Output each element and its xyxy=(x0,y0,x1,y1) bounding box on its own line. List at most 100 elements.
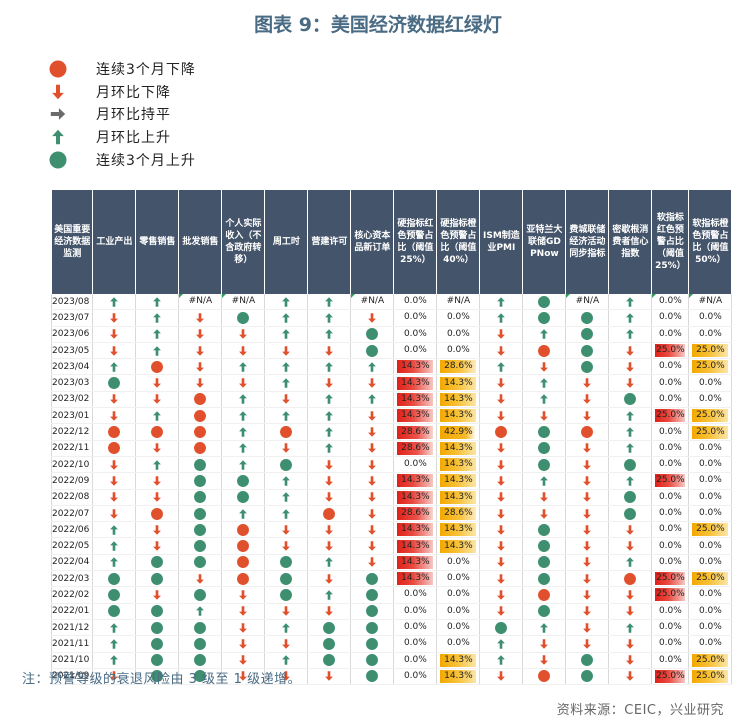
green-circle-icon xyxy=(179,539,221,554)
up-arrow-icon xyxy=(480,653,522,668)
row-date: 2023/04 xyxy=(50,358,94,376)
green-circle-icon xyxy=(222,473,264,488)
table-row: 2022/01 0.0% 0.0% 0.0% 0.0% xyxy=(50,603,733,620)
value-cell: 25.0% xyxy=(651,586,690,604)
row-date: 2022/07 xyxy=(50,505,94,523)
signal-cell xyxy=(479,407,524,425)
chart-title: 图表 9：美国经济数据红绿灯 xyxy=(254,14,502,36)
up-arrow-icon xyxy=(523,392,565,407)
green-circle-icon xyxy=(351,587,393,602)
down-arrow-icon xyxy=(136,392,178,407)
row-date: 2022/12 xyxy=(50,423,94,441)
cell-value: 14.3% xyxy=(397,376,434,390)
cell-value: 0.0% xyxy=(403,328,427,339)
down-arrow-icon xyxy=(523,506,565,521)
signal-cell xyxy=(565,603,610,620)
down-arrow-icon xyxy=(351,473,393,488)
red-circle-icon xyxy=(480,425,522,440)
signal-cell xyxy=(135,652,180,669)
down-arrow-icon xyxy=(566,571,608,586)
signal-cell xyxy=(479,342,524,360)
up-arrow-icon xyxy=(265,490,307,505)
row-date: 2023/01 xyxy=(50,407,94,425)
red-circle-icon xyxy=(136,425,178,440)
table-row: 2022/12 28.6% 42.9% 0.0% 25.0% xyxy=(50,423,733,441)
legend-label: 月环比下降 xyxy=(96,84,171,101)
cell-value: 25.0% xyxy=(692,653,729,667)
source-note: 资料来源：CEIC，兴业研究 xyxy=(556,703,724,718)
green-circle-icon xyxy=(265,587,307,602)
value-cell: 28.6% xyxy=(436,358,481,376)
cell-value: 0.0% xyxy=(698,312,722,323)
down-arrow-icon xyxy=(93,343,135,358)
up-arrow-icon xyxy=(136,327,178,342)
cell-value: 25.0% xyxy=(655,572,686,586)
signal-cell xyxy=(565,505,610,523)
up-arrow-icon xyxy=(351,392,393,407)
value-cell: #N/A xyxy=(688,294,733,311)
cell-value: 0.0% xyxy=(658,296,682,307)
down-arrow-icon xyxy=(480,490,522,505)
value-cell: 0.0% xyxy=(393,342,438,360)
down-arrow-icon xyxy=(566,555,608,570)
signal-cell xyxy=(307,407,352,425)
green-circle-icon xyxy=(566,669,608,684)
value-cell: 25.0% xyxy=(688,358,733,376)
red-circle-icon xyxy=(523,669,565,684)
column-header: 软指标橙色预警占比（阈值50%） xyxy=(688,190,733,294)
signal-cell xyxy=(522,603,567,620)
signal-cell xyxy=(350,619,395,637)
table-row: 2023/05 0.0% 0.0% 25.0% 25.0% xyxy=(50,342,733,360)
cell-value: 0.0% xyxy=(698,459,722,470)
down-arrow-icon xyxy=(222,587,264,602)
legend-item: 月环比下降 xyxy=(48,81,196,104)
value-cell: 0.0% xyxy=(688,537,733,555)
value-cell: 25.0% xyxy=(651,342,690,360)
value-cell: 14.3% xyxy=(393,391,438,409)
signal-cell xyxy=(350,309,395,327)
cell-value: 0.0% xyxy=(446,345,470,356)
signal-cell xyxy=(479,358,524,376)
signal-cell xyxy=(307,391,352,409)
red-circle-icon xyxy=(179,392,221,407)
up-arrow-icon xyxy=(351,359,393,374)
signal-cell xyxy=(221,505,266,523)
signal-cell xyxy=(178,326,223,343)
signal-cell xyxy=(221,635,266,653)
signal-cell xyxy=(522,456,567,474)
cell-value: 0.0% xyxy=(446,328,470,339)
red-circle-icon xyxy=(93,425,135,440)
signal-cell xyxy=(135,603,180,620)
signal-cell xyxy=(221,603,266,620)
cell-value: 0.0% xyxy=(698,540,722,551)
green-circle-icon xyxy=(179,653,221,668)
right-arrow-icon xyxy=(48,104,68,124)
green-circle-icon xyxy=(609,392,651,407)
signal-cell xyxy=(92,294,137,311)
signal-cell xyxy=(350,456,395,474)
value-cell: 0.0% xyxy=(651,652,690,669)
red-circle-icon xyxy=(265,425,307,440)
value-cell: 0.0% xyxy=(436,309,481,327)
signal-cell xyxy=(479,652,524,669)
cell-value: 28.6% xyxy=(397,507,434,520)
signal-cell xyxy=(565,423,610,441)
down-arrow-icon xyxy=(480,604,522,619)
cell-flag-marker xyxy=(351,294,356,298)
signal-cell xyxy=(221,407,266,425)
up-arrow-icon xyxy=(308,408,350,423)
value-cell: 0.0% xyxy=(651,391,690,409)
up-arrow-icon xyxy=(93,620,135,635)
signal-cell xyxy=(264,294,309,311)
signal-cell xyxy=(92,505,137,523)
value-cell: 0.0% xyxy=(688,554,733,572)
signal-cell xyxy=(221,456,266,474)
cell-value: 0.0% xyxy=(698,328,722,339)
down-arrow-icon xyxy=(222,376,264,391)
cell-value: 14.3% xyxy=(440,539,477,553)
down-arrow-icon xyxy=(480,392,522,407)
signal-cell xyxy=(92,554,137,572)
red-circle-icon xyxy=(179,441,221,456)
signal-cell xyxy=(307,586,352,604)
down-arrow-icon xyxy=(179,327,221,342)
